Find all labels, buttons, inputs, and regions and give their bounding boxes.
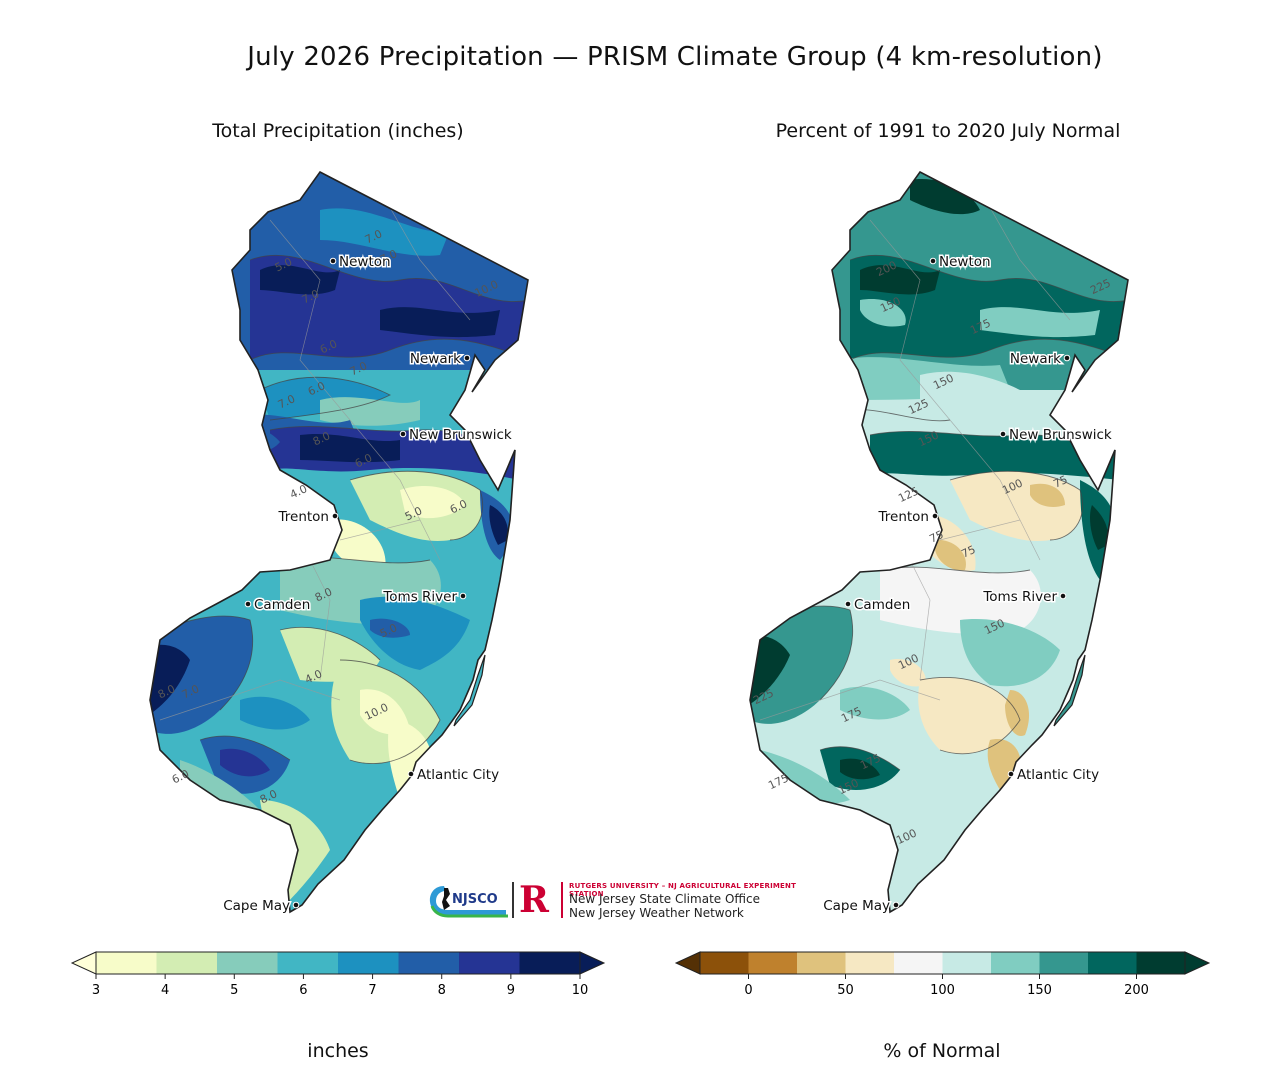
colorbar-swatch bbox=[748, 952, 798, 974]
city-marker: Toms River bbox=[981, 588, 1067, 607]
right-panel-title: Percent of 1991 to 2020 July Normal bbox=[775, 120, 1121, 142]
city-label: Newton bbox=[339, 254, 391, 270]
left-panel-title: Total Precipitation (inches) bbox=[212, 120, 464, 142]
city-label: Toms River bbox=[982, 589, 1057, 605]
city-marker: Cape May bbox=[222, 897, 300, 916]
colorbar-tick-label: 4 bbox=[161, 983, 169, 998]
colorbar-swatch bbox=[1039, 952, 1089, 974]
contour-label: 75 bbox=[927, 528, 945, 546]
colorbar-swatch bbox=[217, 952, 278, 974]
colorbar-tick-label: 50 bbox=[837, 983, 854, 998]
colorbar-swatch bbox=[1136, 952, 1186, 974]
precipitation-map: 5.07.07.010.07.06.07.06.07.08.06.04.05.0… bbox=[149, 170, 529, 916]
rutgers-line: RUTGERS UNIVERSITY – NJ AGRICULTURAL EXP… bbox=[569, 882, 797, 898]
percent-normal-colorbar: 0 50 100 150 200 bbox=[674, 951, 1211, 998]
colorbar-swatch bbox=[519, 952, 581, 974]
colorbar-extend-high bbox=[1184, 951, 1211, 975]
city-marker: Camden bbox=[844, 596, 912, 615]
city-label: Toms River bbox=[382, 589, 457, 605]
climate-office-line: New Jersey State Climate Office bbox=[569, 892, 760, 906]
colorbar-swatch bbox=[1088, 952, 1137, 974]
city-label: Newark bbox=[410, 351, 461, 367]
weather-network-line: New Jersey Weather Network bbox=[569, 906, 744, 920]
city-marker: Toms River bbox=[381, 588, 467, 607]
city-marker: Newton bbox=[329, 253, 392, 272]
city-label: New Brunswick bbox=[409, 427, 512, 443]
colorbar-swatch bbox=[942, 952, 992, 974]
right-legend-unit: % of Normal bbox=[883, 1040, 1001, 1062]
left-legend-unit: inches bbox=[307, 1040, 369, 1062]
city-marker: Newton bbox=[929, 253, 992, 272]
city-marker: Newark bbox=[408, 350, 471, 369]
colorbar-tick-label: 7 bbox=[368, 983, 376, 998]
colorbar-tick-label: 5 bbox=[230, 983, 238, 998]
city-marker: New Brunswick bbox=[999, 426, 1113, 445]
city-label: Newark bbox=[1010, 351, 1061, 367]
city-marker: Camden bbox=[244, 596, 312, 615]
colorbar-tick-label: 200 bbox=[1124, 983, 1149, 998]
colorbar-swatch bbox=[338, 952, 399, 974]
city-label: Atlantic City bbox=[417, 767, 499, 783]
colorbar-tick-label: 6 bbox=[299, 983, 307, 998]
city-marker: Trenton bbox=[876, 508, 939, 527]
colorbar-swatch bbox=[845, 952, 895, 974]
city-label: Camden bbox=[854, 597, 910, 613]
colorbar-swatch bbox=[398, 952, 460, 974]
colorbar-tick-label: 10 bbox=[572, 983, 589, 998]
city-marker: Atlantic City bbox=[1007, 766, 1101, 785]
njsco-emblem-icon bbox=[429, 886, 508, 918]
colorbar-tick-label: 3 bbox=[92, 983, 100, 998]
colorbar-tick-label: 8 bbox=[438, 983, 446, 998]
city-label: Atlantic City bbox=[1017, 767, 1099, 783]
njsco-label: NJSCO bbox=[452, 892, 498, 907]
colorbar-tick-label: 9 bbox=[507, 983, 515, 998]
colorbar-swatch bbox=[991, 952, 1040, 974]
main-title: July 2026 Precipitation — PRISM Climate … bbox=[247, 42, 1103, 72]
precipitation-colorbar: 3 4 5 6 7 8 9 10 bbox=[70, 951, 606, 998]
colorbar-swatch bbox=[96, 952, 157, 974]
rutgers-r-mark: R bbox=[519, 879, 549, 921]
colorbar-swatch bbox=[894, 952, 943, 974]
colorbar-swatch bbox=[459, 952, 520, 974]
rutgers-divider bbox=[561, 882, 563, 918]
contour-label: 75 bbox=[1051, 473, 1069, 491]
city-marker: New Brunswick bbox=[399, 426, 513, 445]
colorbar-swatch bbox=[700, 952, 749, 974]
colorbar-extend-low bbox=[70, 951, 97, 975]
city-label: Camden bbox=[254, 597, 310, 613]
city-label: Trenton bbox=[878, 509, 930, 525]
colorbar-swatch bbox=[277, 952, 339, 974]
logo-divider bbox=[512, 882, 514, 918]
city-marker: Trenton bbox=[276, 508, 339, 527]
colorbar-tick-label: 100 bbox=[930, 983, 955, 998]
contour-label: 75 bbox=[959, 543, 977, 561]
colorbar-extend-high bbox=[579, 951, 606, 975]
city-label: Cape May bbox=[223, 898, 290, 914]
colorbar-extend-low bbox=[674, 951, 701, 975]
colorbar-tick-label: 150 bbox=[1027, 983, 1052, 998]
city-marker: Atlantic City bbox=[407, 766, 501, 785]
city-label: New Brunswick bbox=[1009, 427, 1112, 443]
city-label: Cape May bbox=[823, 898, 890, 914]
colorbar-tick-label: 0 bbox=[744, 983, 752, 998]
colorbar-swatch bbox=[156, 952, 218, 974]
njsco-rutgers-logo: NJSCO R RUTGERS UNIVERSITY – NJ AGRICULT… bbox=[422, 878, 812, 922]
city-marker: Cape May bbox=[822, 897, 900, 916]
city-label: Trenton bbox=[278, 509, 330, 525]
colorbar-swatch bbox=[797, 952, 846, 974]
city-label: Newton bbox=[939, 254, 991, 270]
city-marker: Newark bbox=[1008, 350, 1071, 369]
